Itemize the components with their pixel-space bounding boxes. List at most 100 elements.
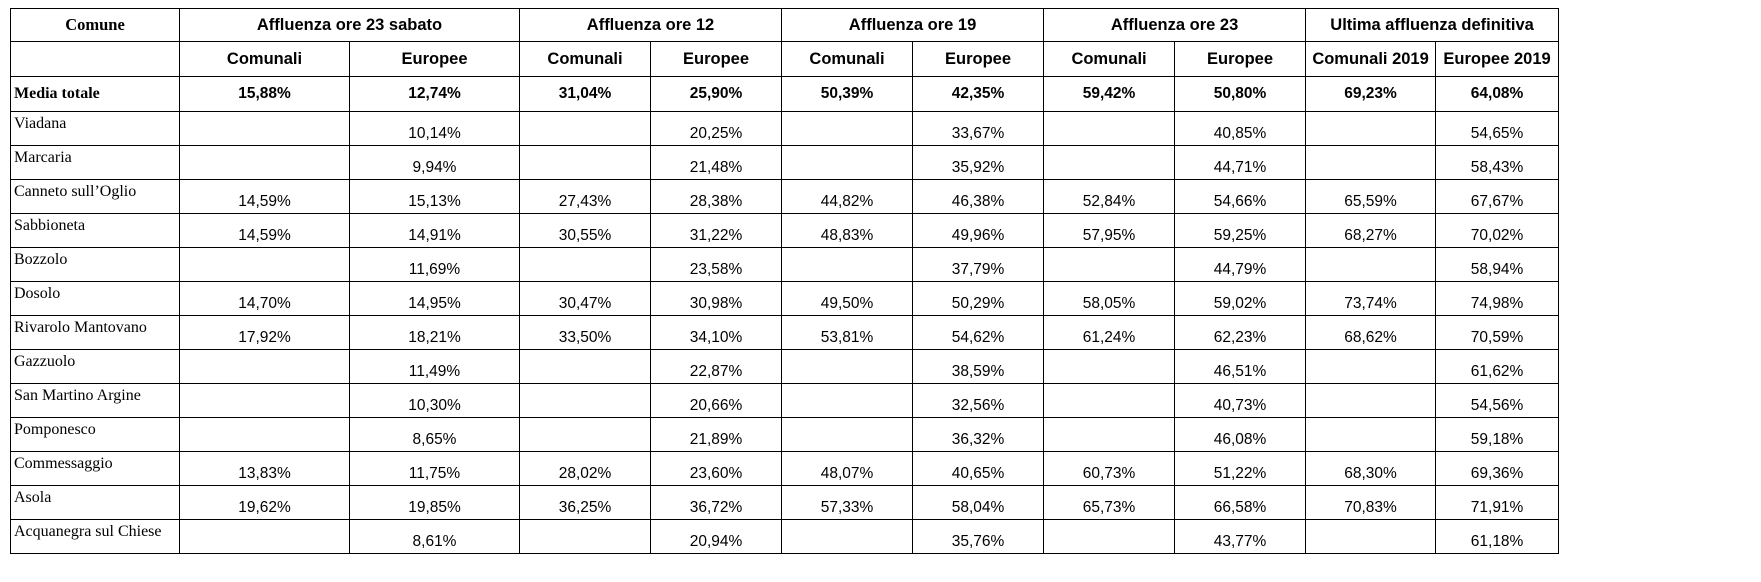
turnout-cell [519,519,651,554]
turnout-cell [179,349,350,384]
turnout-cell: 14,59% [179,213,350,248]
table-row: Gazzuolo 11,49% 22,87% 38,59% 46,51% 61,62% [10,349,1560,384]
table-row: Commessaggio 13,83% 11,75% 28,02% 23,60% 48,0… [10,451,1560,486]
group-header: Affluenza ore 23 sabato [179,8,520,42]
total-cell: 12,74% [349,76,520,112]
turnout-cell: 46,51% [1174,349,1307,384]
turnout-cell: 36,72% [649,485,783,520]
turnout-cell: 11,49% [349,349,520,384]
turnout-cell [179,383,350,418]
total-cell: 42,35% [912,76,1045,112]
turnout-cell: 11,69% [349,247,520,282]
table-row: San Martino Argine 10,30% 20,66% 32,56% 40,7… [10,383,1560,418]
turnout-cell: 52,84% [1043,179,1176,214]
turnout-cell [179,519,350,554]
turnout-cell [179,111,350,146]
turnout-cell: 30,47% [519,281,651,316]
turnout-cell: 53,81% [781,315,914,350]
empty-header-cell [10,41,180,77]
turnout-cell [1305,519,1437,554]
table-row: Dosolo 14,70% 14,95% 30,47% 30,98% 49,50% 50,2… [10,281,1560,316]
header-row-sub: Comunali Europee Comunali Europee Comuna… [10,41,1560,77]
turnout-cell [519,349,651,384]
turnout-cell: 8,65% [349,417,520,452]
sub-header: Europee [912,41,1045,77]
table-row: Rivarolo Mantovano 17,92% 18,21% 33,50% 34,1… [10,315,1560,350]
turnout-cell: 70,59% [1435,315,1560,350]
turnout-cell: 48,07% [781,451,914,486]
total-cell: 25,90% [649,76,783,112]
turnout-cell: 48,83% [781,213,914,248]
turnout-cell: 40,73% [1174,383,1307,418]
turnout-cell: 62,23% [1174,315,1307,350]
turnout-cell [1043,519,1176,554]
turnout-cell [781,111,914,146]
turnout-cell: 54,62% [912,315,1045,350]
turnout-cell: 65,73% [1043,485,1176,520]
sub-header: Comunali [519,41,651,77]
turnout-cell: 17,92% [179,315,350,350]
group-header: Affluenza ore 19 [781,8,1045,42]
total-cell: 50,80% [1174,76,1307,112]
turnout-cell: 8,61% [349,519,520,554]
sub-header: Comunali [781,41,914,77]
turnout-cell: 59,25% [1174,213,1307,248]
turnout-cell: 19,85% [349,485,520,520]
group-header: Affluenza ore 12 [518,8,783,42]
comune-name: Rivarolo Mantovano [10,315,180,350]
comune-name: Bozzolo [10,247,180,282]
turnout-cell: 31,22% [649,213,783,248]
turnout-cell: 61,62% [1435,349,1560,384]
total-cell: 15,88% [179,76,350,112]
comune-name: Canneto sull’Oglio [10,179,180,214]
table-row: Asola 19,62% 19,85% 36,25% 36,72% 57,33% 58,04… [10,485,1560,520]
turnout-cell: 38,59% [912,349,1045,384]
turnout-cell: 67,67% [1435,179,1560,214]
table-row: Viadana 10,14% 20,25% 33,67% 40,85% 54,65% [10,111,1560,146]
sub-header: Europee [349,41,520,77]
turnout-cell [1043,247,1176,282]
turnout-cell: 70,02% [1435,213,1560,248]
turnout-cell: 13,83% [179,451,350,486]
comune-name: Acquanegra sul Chiese [10,519,180,554]
turnout-cell: 15,13% [349,179,520,214]
turnout-cell [1043,383,1176,418]
turnout-cell: 20,66% [649,383,783,418]
turnout-cell: 44,82% [781,179,914,214]
turnout-cell [1305,111,1437,146]
turnout-cell [1305,349,1437,384]
turnout-cell: 34,10% [649,315,783,350]
turnout-cell: 14,95% [349,281,520,316]
turnout-cell: 50,29% [912,281,1045,316]
turnout-cell: 23,60% [649,451,783,486]
turnout-cell: 54,56% [1435,383,1560,418]
turnout-cell: 61,18% [1435,519,1560,554]
turnout-cell: 18,21% [349,315,520,350]
turnout-cell: 40,65% [912,451,1045,486]
comune-name: Gazzuolo [10,349,180,384]
turnout-cell [179,417,350,452]
turnout-cell: 49,50% [781,281,914,316]
turnout-cell: 54,66% [1174,179,1307,214]
total-cell: 50,39% [781,76,914,112]
turnout-cell [519,111,651,146]
turnout-cell: 59,02% [1174,281,1307,316]
sub-header: Comunali [179,41,350,77]
turnout-cell: 71,91% [1435,485,1560,520]
turnout-cell: 44,71% [1174,145,1307,180]
turnout-cell [1043,417,1176,452]
turnout-cell: 60,73% [1043,451,1176,486]
turnout-cell: 44,79% [1174,247,1307,282]
sub-header: Comunali 2019 [1305,41,1437,77]
turnout-cell: 9,94% [349,145,520,180]
turnout-cell [1305,417,1437,452]
sub-header: Europee 2019 [1435,41,1560,77]
total-cell: 31,04% [519,76,651,112]
comune-name: Asola [10,485,180,520]
turnout-cell: 73,74% [1305,281,1437,316]
sub-header: Europee [1174,41,1307,77]
sub-header: Europee [649,41,783,77]
turnout-cell: 10,30% [349,383,520,418]
turnout-cell: 66,58% [1174,485,1307,520]
turnout-cell: 30,55% [519,213,651,248]
